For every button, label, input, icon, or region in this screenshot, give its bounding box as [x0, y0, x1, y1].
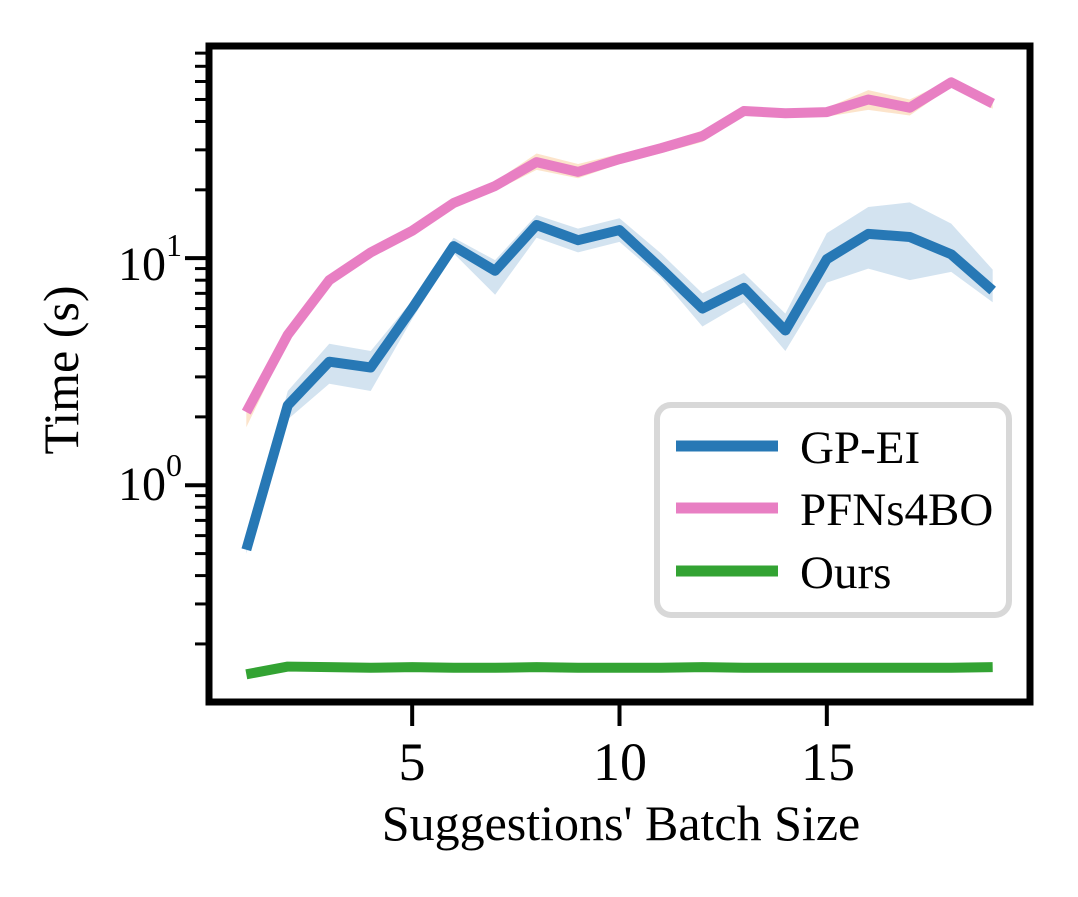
x-tick-label: 10	[593, 732, 647, 792]
y-axis-label: Time (s)	[33, 285, 89, 454]
line-gp-ei	[241, 220, 996, 552]
legend-label: Ours	[800, 547, 891, 599]
series-lines	[241, 77, 996, 680]
line-pfns4bo	[241, 77, 995, 415]
x-tick-label: 5	[399, 732, 426, 792]
line-ours	[245, 661, 993, 680]
legend-label: GP-EI	[800, 422, 920, 474]
y-tick-label: 100	[118, 447, 182, 511]
plot-border	[205, 42, 1034, 706]
legend-label: PFNs4BO	[800, 484, 993, 536]
x-tick-label: 15	[801, 732, 855, 792]
legend: GP-EI PFNs4BO Ours	[654, 402, 1012, 618]
x-axis-label: Suggestions' Batch Size	[382, 795, 860, 851]
y-tick-label: 101	[118, 227, 182, 291]
axis-ticks	[185, 51, 829, 726]
legend-box	[654, 402, 1012, 618]
